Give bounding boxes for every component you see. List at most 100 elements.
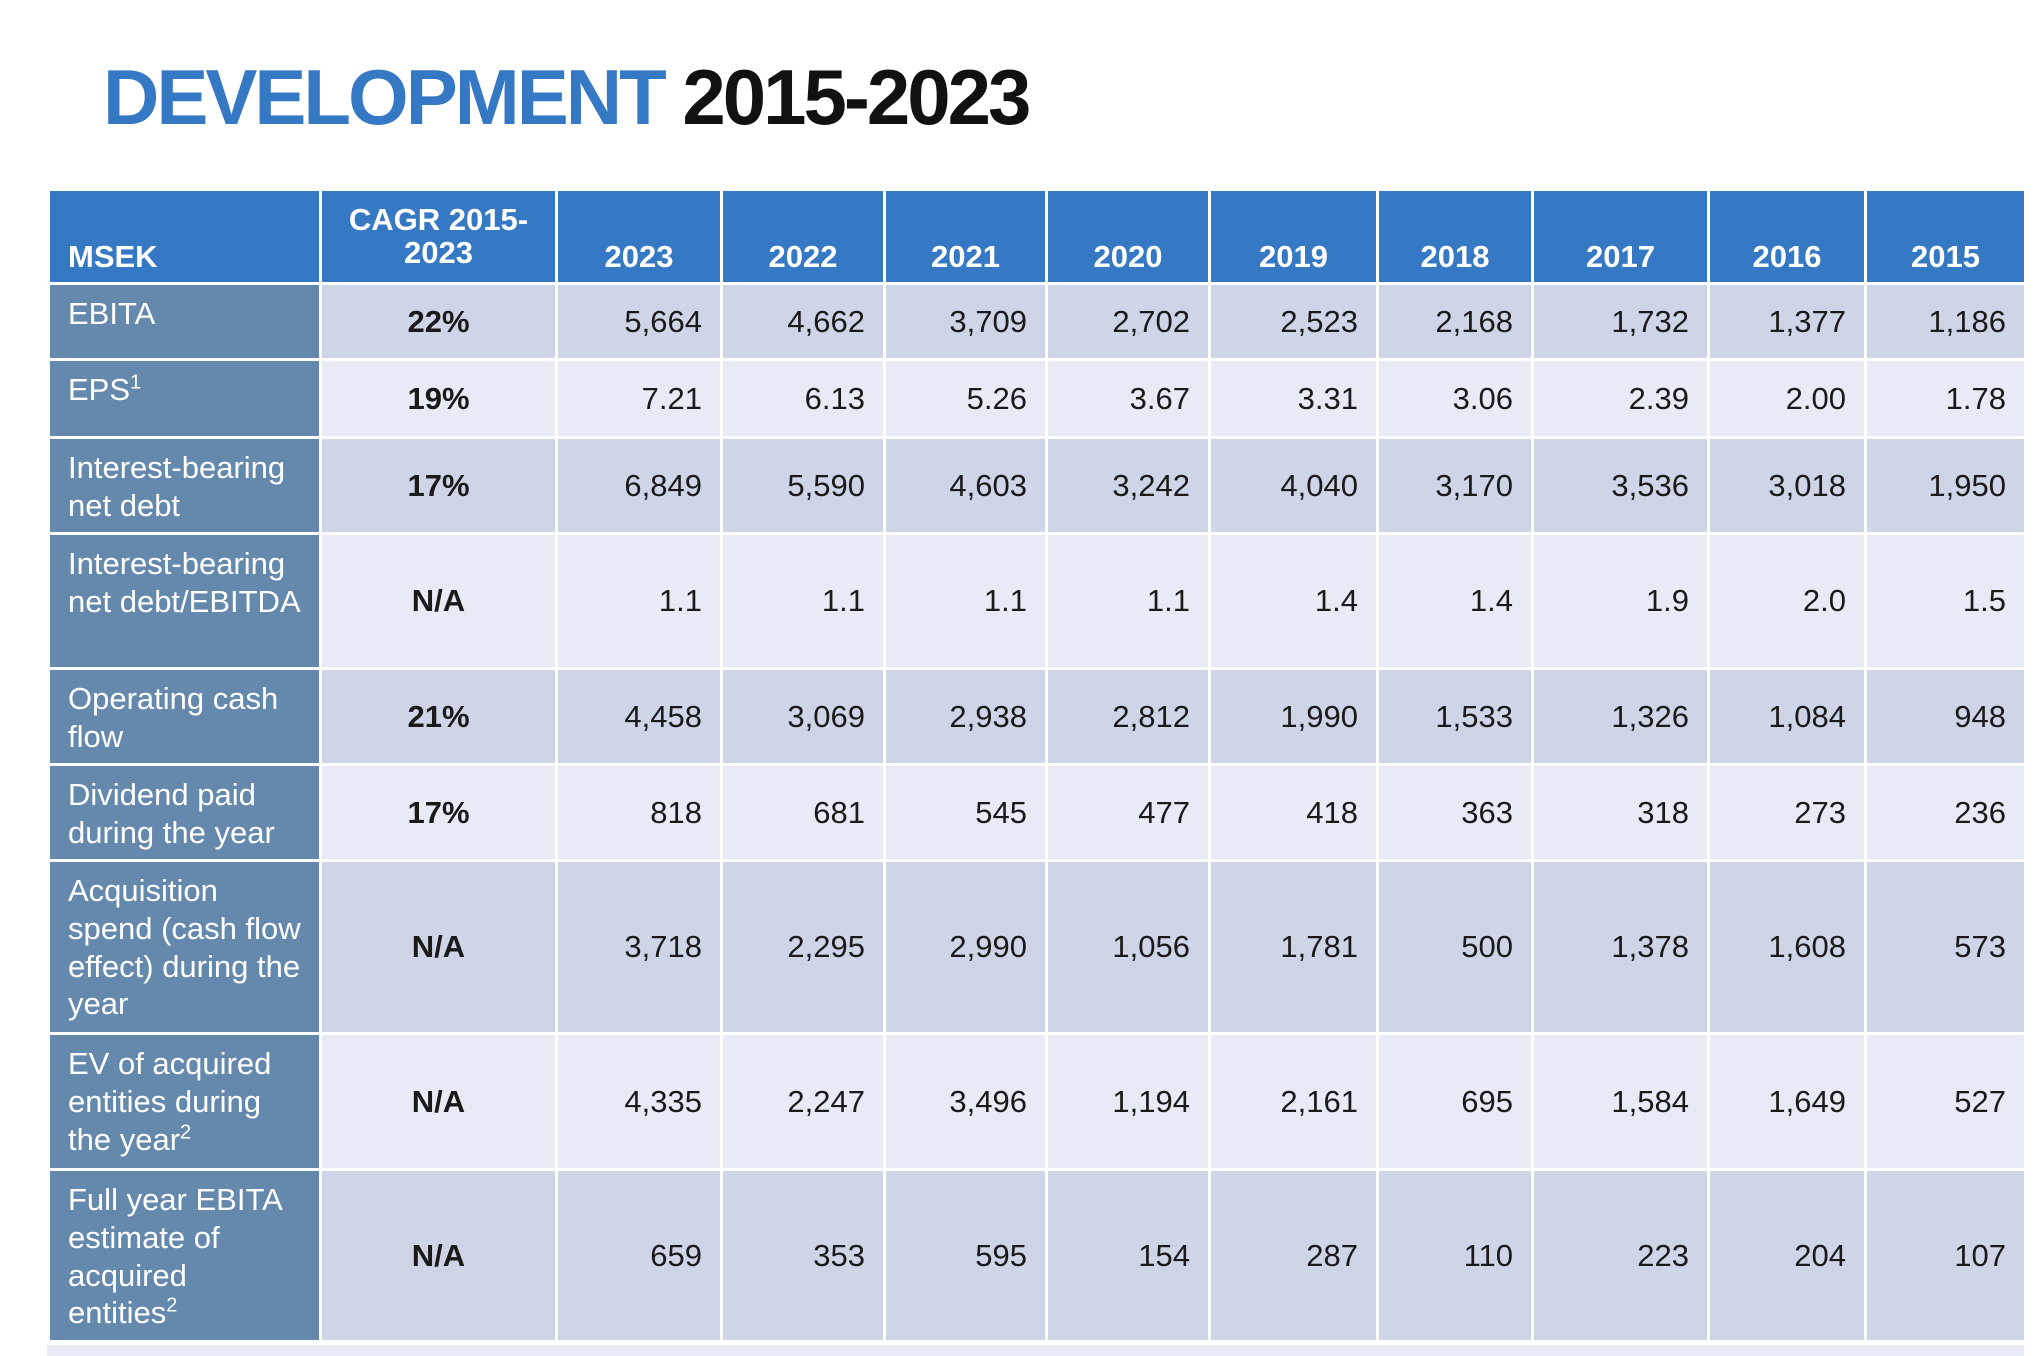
year-value: 363 xyxy=(1376,763,1534,862)
row-label: Operating cash flow xyxy=(47,667,322,766)
year-value: 3.67 xyxy=(1045,358,1211,439)
year-value: 353 xyxy=(720,1168,886,1343)
year-value: 3,496 xyxy=(883,1032,1048,1171)
year-value: 1,084 xyxy=(1707,667,1867,766)
year-value: 573 xyxy=(1864,859,2027,1035)
row-label-text: EV of acquired entities during the year xyxy=(68,1046,272,1157)
year-value: 2.0 xyxy=(1707,532,1867,670)
cagr-value: N/A xyxy=(319,859,558,1035)
year-value: 1,608 xyxy=(1707,859,1867,1035)
table-row: EPS1 19% 7.21 6.13 5.26 3.67 3.31 3.06 2.39 2.00 1… xyxy=(47,358,2027,439)
year-value: 1.5 xyxy=(1864,532,2027,670)
year-value: 1,990 xyxy=(1208,667,1379,766)
header-cagr: CAGR 2015-2023 xyxy=(319,188,558,285)
year-value: 1.1 xyxy=(555,532,723,670)
year-value: 3,718 xyxy=(555,859,723,1035)
year-value: 4,603 xyxy=(883,436,1048,535)
year-value: 545 xyxy=(883,763,1048,862)
header-2020: 2020 xyxy=(1045,188,1211,285)
year-value: 4,040 xyxy=(1208,436,1379,535)
table-row: Dividend paid during the year 17% 818 681 54… xyxy=(47,763,2027,862)
table-row: Interest-bearing net debt 17% 6,849 5,590 4,… xyxy=(47,436,2027,535)
year-value: 695 xyxy=(1376,1032,1534,1171)
cagr-value: 21% xyxy=(319,667,558,766)
year-value: 4,458 xyxy=(555,667,723,766)
year-value: 6,849 xyxy=(555,436,723,535)
year-value: 5.26 xyxy=(883,358,1048,439)
header-row: MSEK CAGR 2015-2023 2023 2022 2021 2020 … xyxy=(47,188,2027,285)
year-value: 4,335 xyxy=(555,1032,723,1171)
development-table: MSEK CAGR 2015-2023 2023 2022 2021 2020 … xyxy=(47,188,2027,1343)
header-2016: 2016 xyxy=(1707,188,1867,285)
row-label-text: Full year EBITA estimate of acquired ent… xyxy=(68,1182,282,1331)
year-value: 5,664 xyxy=(555,282,723,361)
year-value: 681 xyxy=(720,763,886,862)
header-2021: 2021 xyxy=(883,188,1048,285)
year-value: 2.00 xyxy=(1707,358,1867,439)
year-value: 5,590 xyxy=(720,436,886,535)
year-value: 154 xyxy=(1045,1168,1211,1343)
table-row: Operating cash flow 21% 4,458 3,069 2,938 2,8… xyxy=(47,667,2027,766)
year-value: 500 xyxy=(1376,859,1534,1035)
table-row: Acquisition spend (cash flow effect) dur… xyxy=(47,859,2027,1035)
year-value: 1.4 xyxy=(1208,532,1379,670)
row-label-text: Operating cash flow xyxy=(68,681,279,754)
year-value: 4,662 xyxy=(720,282,886,361)
row-label: EPS1 xyxy=(47,358,322,439)
year-value: 2.39 xyxy=(1531,358,1710,439)
footnote-marker: 2 xyxy=(166,1295,178,1318)
title-highlight: DEVELOPMENT xyxy=(103,53,667,141)
title-years: 2015-2023 xyxy=(682,53,1031,141)
row-label: Acquisition spend (cash flow effect) dur… xyxy=(47,859,322,1035)
row-label-text: Dividend paid during the year xyxy=(68,777,275,850)
year-value: 1,533 xyxy=(1376,667,1534,766)
year-value: 1.1 xyxy=(883,532,1048,670)
year-value: 110 xyxy=(1376,1168,1534,1343)
year-value: 418 xyxy=(1208,763,1379,862)
year-value: 3,242 xyxy=(1045,436,1211,535)
year-value: 1,950 xyxy=(1864,436,2027,535)
year-value: 2,938 xyxy=(883,667,1048,766)
year-value: 2,702 xyxy=(1045,282,1211,361)
year-value: 1,732 xyxy=(1531,282,1710,361)
year-value: 527 xyxy=(1864,1032,2027,1171)
row-label-text: EBITA xyxy=(68,296,156,331)
year-value: 1.4 xyxy=(1376,532,1534,670)
year-value: 318 xyxy=(1531,763,1710,862)
row-label-text: Interest-bearing net debt/EBITDA xyxy=(68,546,301,619)
cagr-value: N/A xyxy=(319,1032,558,1171)
year-value: 1,326 xyxy=(1531,667,1710,766)
year-value: 1,649 xyxy=(1707,1032,1867,1171)
year-value: 2,247 xyxy=(720,1032,886,1171)
header-2018: 2018 xyxy=(1376,188,1534,285)
row-label-text: Acquisition spend (cash flow effect) dur… xyxy=(68,873,301,1022)
header-2015: 2015 xyxy=(1864,188,2027,285)
year-value: 595 xyxy=(883,1168,1048,1343)
year-value: 3,170 xyxy=(1376,436,1534,535)
year-value: 273 xyxy=(1707,763,1867,862)
year-value: 204 xyxy=(1707,1168,1867,1343)
cagr-value: 19% xyxy=(319,358,558,439)
year-value: 1.9 xyxy=(1531,532,1710,670)
year-value: 236 xyxy=(1864,763,2027,862)
table-row: Full year EBITA estimate of acquired ent… xyxy=(47,1168,2027,1343)
year-value: 948 xyxy=(1864,667,2027,766)
year-value: 1,194 xyxy=(1045,1032,1211,1171)
year-value: 1.1 xyxy=(720,532,886,670)
year-value: 2,523 xyxy=(1208,282,1379,361)
header-msek: MSEK xyxy=(47,188,322,285)
year-value: 1,584 xyxy=(1531,1032,1710,1171)
year-value: 3,018 xyxy=(1707,436,1867,535)
year-value: 1,378 xyxy=(1531,859,1710,1035)
year-value: 2,812 xyxy=(1045,667,1211,766)
cagr-value: 17% xyxy=(319,763,558,862)
cagr-value: 17% xyxy=(319,436,558,535)
year-value: 3.31 xyxy=(1208,358,1379,439)
year-value: 287 xyxy=(1208,1168,1379,1343)
year-value: 3.06 xyxy=(1376,358,1534,439)
row-label: EV of acquired entities during the year2 xyxy=(47,1032,322,1171)
year-value: 107 xyxy=(1864,1168,2027,1343)
year-value: 1,056 xyxy=(1045,859,1211,1035)
table-row: EV of acquired entities during the year2… xyxy=(47,1032,2027,1171)
year-value: 659 xyxy=(555,1168,723,1343)
